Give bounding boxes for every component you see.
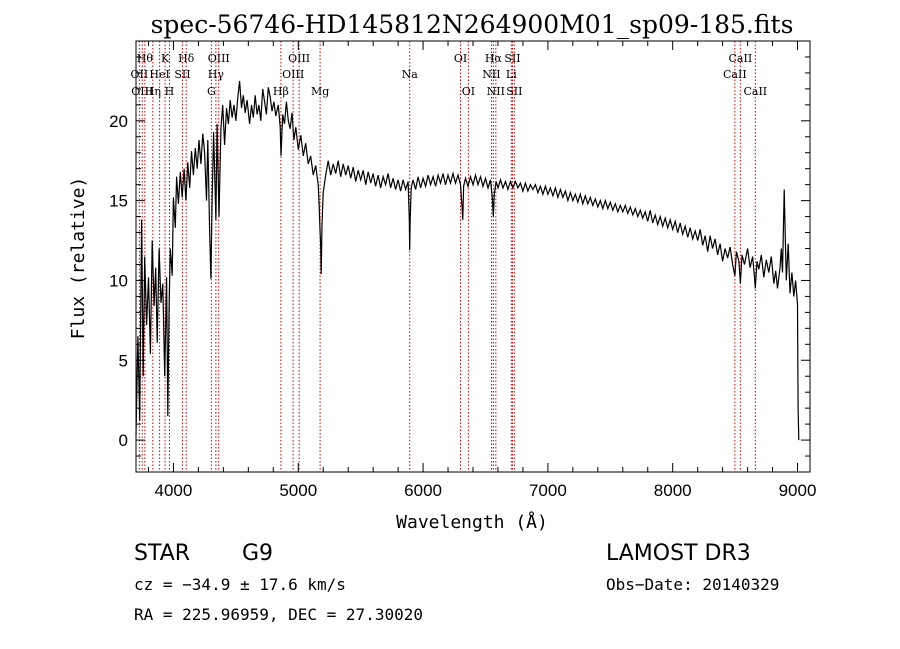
y-tick-label: 20 [109, 112, 128, 131]
observation-date: Obs−Date: 20140329 [606, 575, 779, 594]
line-label: G [207, 85, 216, 98]
y-axis-label: Flux (relative) [68, 177, 89, 340]
line-label: HeI [149, 68, 169, 81]
line-label: OIII [208, 52, 230, 65]
redshift-cz: cz = −34.9 ± 17.6 km/s [134, 575, 346, 594]
sky-coordinates: RA = 225.96959, DEC = 27.30020 [134, 605, 423, 624]
line-label: CaII [729, 52, 753, 65]
line-label: H [165, 85, 175, 98]
line-label: NII [487, 85, 505, 98]
y-tick-label: 5 [119, 351, 128, 370]
line-label: K [161, 52, 170, 65]
x-axis-label: Wavelength (Å) [396, 511, 548, 533]
x-tick-label: 9000 [779, 481, 817, 500]
object-subclass: G9 [242, 541, 273, 566]
x-tick-label: 4000 [155, 481, 193, 500]
x-axis-ticks: 4000 5000 6000 7000 8000 9000 [147, 41, 817, 500]
line-label: SII [506, 85, 522, 98]
spectrum-line [135, 80, 800, 441]
line-label: Hγ [208, 68, 225, 81]
object-class: STAR [134, 541, 190, 566]
spectral-line-labels: OII OIII Hθ Hη HeI K H SII Hδ G Hγ OIII Hβ OIII OIII Mg… [131, 52, 768, 98]
line-label: Mg [311, 85, 329, 98]
line-label: OI [454, 52, 467, 65]
line-label: Hθ [137, 52, 154, 65]
line-label: Hδ [178, 52, 195, 65]
chart-title: spec-56746-HD145812N264900M01_sp09-185.f… [151, 10, 794, 39]
y-axis-ticks: 0 5 10 15 20 [109, 56, 810, 457]
survey-release: LAMOST DR3 [606, 541, 751, 566]
line-label: OII [131, 68, 149, 81]
line-label: OIII [131, 85, 153, 98]
line-label: Li [506, 68, 517, 81]
line-label: Hα [485, 52, 503, 65]
line-label: Na [402, 68, 419, 81]
line-label: OI [462, 85, 475, 98]
spectral-line-markers [138, 41, 756, 472]
line-label: OIII [288, 52, 310, 65]
x-tick-label: 5000 [279, 481, 317, 500]
line-label: OIII [282, 68, 304, 81]
line-label: SII [174, 68, 190, 81]
y-tick-label: 0 [119, 431, 128, 450]
line-label: CaII [743, 85, 767, 98]
line-label: SII [504, 52, 520, 65]
line-label: Hβ [273, 85, 289, 98]
y-tick-label: 15 [109, 192, 128, 211]
line-label: CaII [723, 68, 747, 81]
line-label: NII [482, 68, 500, 81]
x-tick-label: 7000 [529, 481, 567, 500]
y-tick-label: 10 [109, 271, 128, 290]
line-label: Hη [145, 85, 161, 98]
x-tick-label: 6000 [404, 481, 442, 500]
x-tick-label: 8000 [654, 481, 692, 500]
